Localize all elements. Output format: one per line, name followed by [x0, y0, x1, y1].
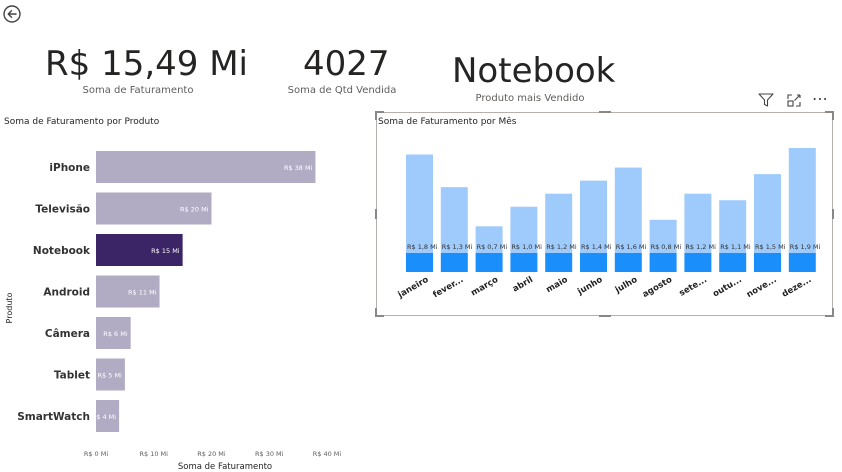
product-bar-data-label: R$ 4 Mi [92, 413, 117, 421]
month-bar-data-label: R$ 0,7 Mi [477, 243, 508, 251]
product-category-label: Televisão [35, 204, 90, 216]
month-bar[interactable] [545, 193, 573, 253]
kpi-top-product-label: Produto mais Vendido [475, 93, 585, 104]
month-category-label: agosto [641, 275, 674, 300]
month-category-label: março [469, 275, 500, 299]
month-bar-data-label: R$ 1,5 Mi [755, 243, 786, 251]
month-bar-data-label: R$ 1,9 Mi [790, 243, 821, 251]
month-bar-base-segment[interactable] [788, 253, 816, 272]
product-bar-data-label: R$ 15 Mi [151, 247, 180, 255]
month-category-label: nove... [745, 275, 778, 300]
month-bar-base-segment[interactable] [684, 253, 712, 272]
monthly-revenue-chart[interactable]: Soma de Faturamento por Mês R$ 1,8 Mi jan… [372, 108, 842, 320]
product-bar[interactable] [96, 317, 131, 349]
month-bar[interactable] [475, 226, 503, 253]
product-bar[interactable] [96, 400, 120, 432]
product-x-tick-label: R$ 0 Mi [84, 450, 109, 458]
filter-icon[interactable] [758, 93, 774, 107]
month-category-label: junho [575, 275, 604, 298]
month-bar-data-label: R$ 1,4 Mi [581, 243, 612, 251]
month-bar[interactable] [649, 219, 677, 253]
month-bar-base-segment[interactable] [719, 253, 747, 272]
month-bar-data-label: R$ 1,8 Mi [407, 243, 438, 251]
product-category-label: Câmera [45, 328, 90, 340]
month-bar-data-label: R$ 1,6 Mi [616, 243, 647, 251]
month-bar[interactable] [614, 167, 642, 253]
month-bar[interactable] [788, 148, 816, 253]
more-options-icon[interactable]: ⋯ [812, 89, 828, 108]
month-category-label: janeiro [396, 275, 431, 301]
month-category-label: sete... [678, 275, 709, 299]
month-category-label: abril [511, 275, 535, 295]
month-bar-base-segment[interactable] [475, 253, 503, 272]
product-bar[interactable] [96, 358, 125, 391]
back-arrow-icon[interactable] [3, 5, 21, 23]
month-category-label: fever... [431, 275, 465, 300]
month-category-label: deze... [780, 275, 813, 300]
kpi-quantity-label: Soma de Qtd Vendida [287, 85, 397, 96]
monthly-chart-title: Soma de Faturamento por Mês [378, 116, 517, 127]
product-x-tick-label: R$ 40 Mi [313, 450, 342, 458]
month-bar[interactable] [719, 200, 747, 253]
product-chart-title: Soma de Faturamento por Produto [4, 117, 160, 127]
month-bar-base-segment[interactable] [614, 253, 642, 272]
product-revenue-chart: Soma de Faturamento por Produto Produto … [4, 117, 342, 472]
month-category-label: maio [544, 275, 569, 295]
product-bar-data-label: R$ 38 Mi [284, 164, 313, 172]
month-bar-data-label: R$ 1,2 Mi [685, 243, 716, 251]
product-category-label: SmartWatch [17, 411, 90, 423]
month-bar-base-segment[interactable] [510, 253, 538, 272]
month-category-label: julho [613, 275, 640, 296]
month-bar-base-segment[interactable] [580, 253, 607, 272]
product-bar-data-label: R$ 5 Mi [98, 372, 123, 380]
product-category-label: iPhone [49, 162, 90, 174]
month-bar[interactable] [440, 187, 468, 253]
month-bar-data-label: R$ 1,0 Mi [511, 243, 542, 251]
product-bar[interactable] [96, 234, 183, 266]
kpi-top-product-value: Notebook [452, 51, 616, 91]
month-bar-base-segment[interactable] [754, 253, 781, 272]
month-bar-data-label: R$ 0,8 Mi [651, 243, 682, 251]
product-x-tick-label: R$ 20 Mi [197, 450, 226, 458]
month-category-label: outu... [711, 275, 743, 300]
month-bar[interactable] [406, 154, 433, 253]
product-bar[interactable] [96, 192, 212, 225]
product-category-label: Android [43, 287, 90, 299]
product-bar-data-label: R$ 20 Mi [180, 206, 209, 214]
kpi-revenue-label: Soma de Faturamento [82, 85, 194, 96]
month-bar-base-segment[interactable] [406, 253, 433, 272]
kpi-quantity-value: 4027 [303, 44, 390, 84]
product-bar[interactable] [96, 151, 316, 183]
product-category-label: Notebook [33, 245, 91, 257]
month-bar-data-label: R$ 1,1 Mi [720, 243, 751, 251]
product-chart-y-axis-label: Produto [5, 292, 14, 323]
product-chart-x-axis-label: Soma de Faturamento [178, 462, 272, 472]
product-bar-data-label: R$ 6 Mi [103, 330, 128, 338]
month-bar-base-segment[interactable] [649, 253, 677, 272]
month-bar[interactable] [580, 180, 607, 253]
kpi-revenue-value: R$ 15,49 Mi [45, 44, 248, 84]
product-x-tick-label: R$ 30 Mi [255, 450, 284, 458]
focus-mode-icon[interactable] [787, 94, 801, 107]
product-x-tick-label: R$ 10 Mi [140, 450, 169, 458]
month-bar-base-segment[interactable] [545, 253, 573, 272]
visual-resize-handles[interactable] [375, 111, 834, 317]
month-bar-base-segment[interactable] [440, 253, 468, 272]
product-bar[interactable] [96, 275, 160, 308]
product-bar-data-label: R$ 11 Mi [128, 289, 157, 297]
month-bar[interactable] [684, 193, 712, 253]
month-bar-data-label: R$ 1,2 Mi [546, 243, 577, 251]
month-bar[interactable] [510, 206, 538, 253]
product-category-label: Tablet [54, 370, 90, 382]
month-bar[interactable] [754, 174, 781, 253]
month-bar-data-label: R$ 1,3 Mi [442, 243, 473, 251]
